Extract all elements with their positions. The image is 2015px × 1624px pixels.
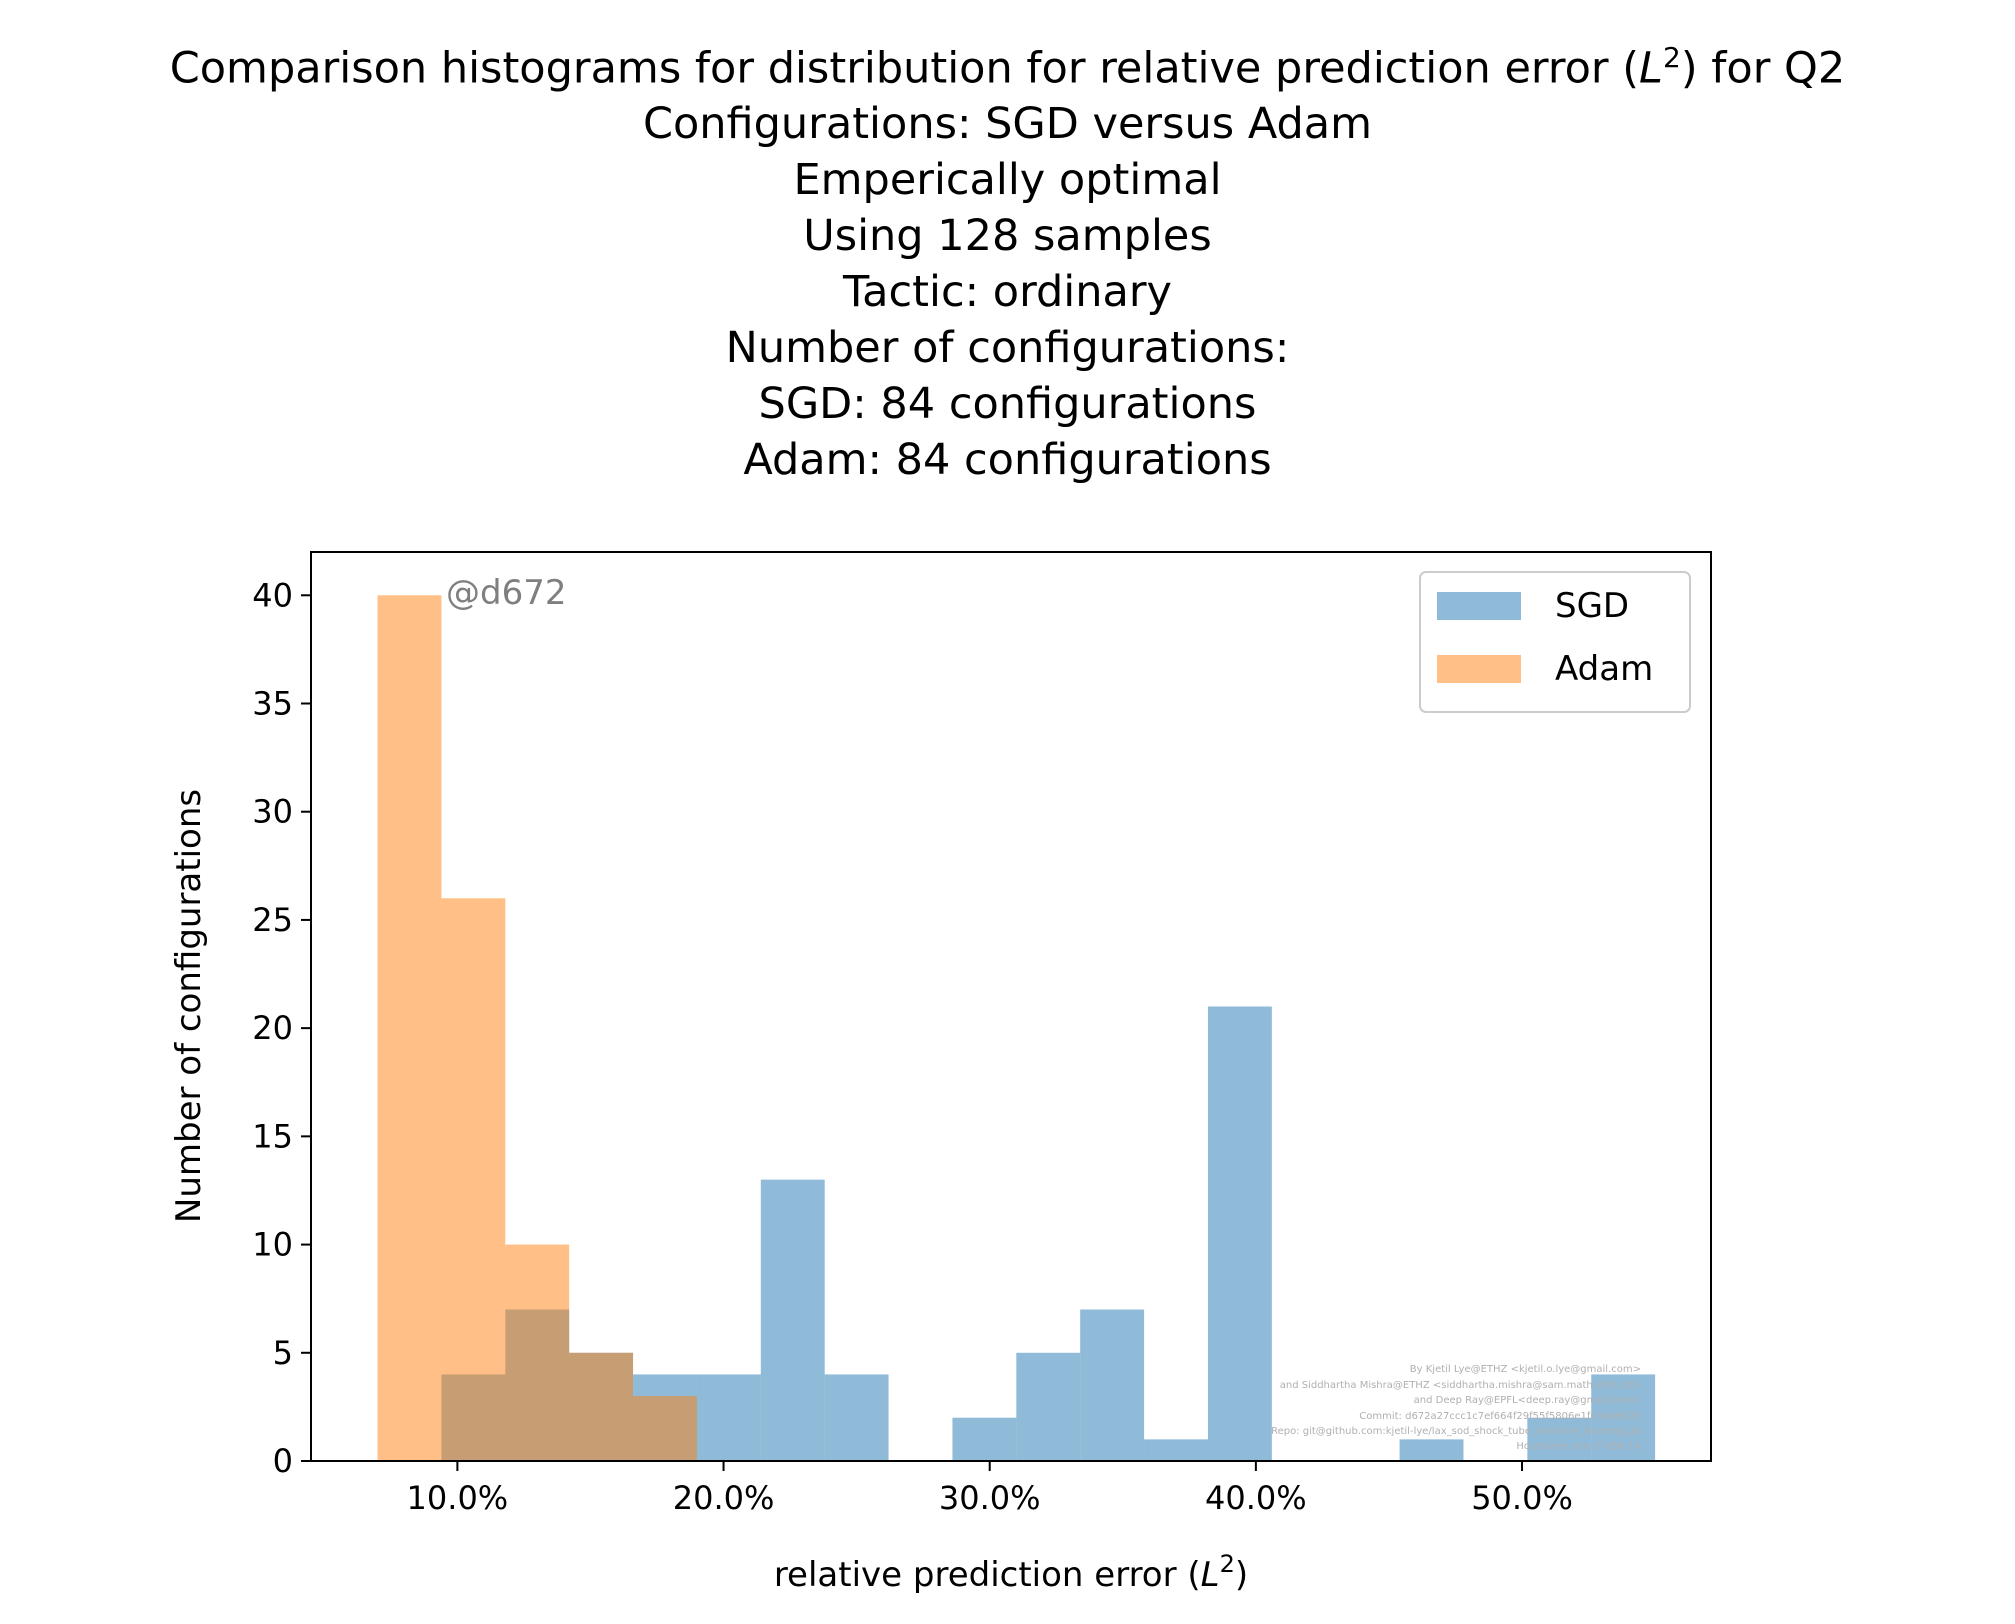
histogram-bar-adam	[441, 898, 506, 1461]
credits-annotation: By Kjetil Lye@ETHZ <kjetil.o.lye@gmail.c…	[1271, 1364, 1641, 1452]
histogram-bar-adam	[505, 1244, 570, 1461]
x-axis-label: relative prediction error (L2)	[774, 1550, 1248, 1595]
histogram-bar-sgd	[696, 1374, 761, 1461]
title-line-5: Tactic: ordinary	[843, 267, 1172, 318]
credit-line: By Kjetil Lye@ETHZ <kjetil.o.lye@gmail.c…	[1410, 1364, 1641, 1375]
histogram-bar-sgd	[1399, 1439, 1464, 1461]
bars-layer	[377, 595, 1656, 1461]
title-line-8: Adam: 84 configurations	[743, 435, 1272, 486]
y-tick-label: 5	[273, 1334, 293, 1372]
title-line-3: Emperically optimal	[793, 155, 1222, 206]
legend: SGD Adam	[1419, 571, 1691, 713]
histogram-bar-adam	[633, 1396, 697, 1461]
y-tick-label: 25	[252, 901, 293, 939]
title-line-2: Configurations: SGD versus Adam	[642, 99, 1373, 150]
histogram-bar-sgd	[1527, 1417, 1592, 1461]
credit-line: Hostname: eu-c7-056-14	[1516, 1441, 1641, 1452]
y-tick-label: 35	[252, 685, 293, 723]
plot-frame	[310, 551, 1712, 1462]
histogram-bar-sgd	[824, 1374, 889, 1461]
chart-title: Comparison histograms for distribution f…	[0, 30, 2015, 488]
histogram-bar-sgd	[1207, 1006, 1272, 1461]
legend-swatch-sgd	[1437, 592, 1521, 620]
y-tick-label: 40	[252, 576, 293, 614]
y-axis-ticks: 0 5 10 15 20 25 30 35 40	[252, 576, 311, 1480]
x-tick-label: 10.0%	[407, 1479, 509, 1517]
histogram-bar-adam	[569, 1352, 634, 1461]
title-line-6: Number of configurations:	[725, 323, 1290, 374]
credit-line: Commit: d672a27ccc1c7ef664f29f55f5806e1f…	[1359, 1411, 1641, 1422]
x-tick-label: 20.0%	[673, 1479, 775, 1517]
title-line-7: SGD: 84 configurations	[758, 379, 1257, 430]
histogram-bar-sgd	[1144, 1439, 1208, 1461]
tag-annotation: @d672	[446, 573, 566, 613]
credit-line: and Siddhartha Mishra@ETHZ <siddhartha.m…	[1280, 1380, 1641, 1391]
y-tick-label: 0	[273, 1442, 293, 1480]
x-tick-label: 40.0%	[1205, 1479, 1307, 1517]
legend-label-adam: Adam	[1555, 649, 1653, 689]
legend-swatch-adam	[1437, 655, 1521, 683]
histogram-bar-sgd	[952, 1417, 1017, 1461]
histogram-bar-sgd	[760, 1179, 825, 1461]
x-tick-label: 50.0%	[1471, 1479, 1573, 1517]
y-tick-label: 15	[252, 1117, 293, 1155]
histogram-bar-sgd	[1016, 1352, 1081, 1461]
y-tick-label: 20	[252, 1009, 293, 1047]
y-axis-label: Number of configurations	[169, 789, 209, 1223]
histogram-bar-adam	[377, 595, 442, 1461]
x-tick-label: 30.0%	[939, 1479, 1041, 1517]
title-line-4: Using 128 samples	[803, 211, 1212, 262]
credit-line: Repo: git@github.com:kjetil-lye/lax_sod_…	[1271, 1426, 1641, 1437]
y-tick-label: 10	[252, 1226, 293, 1264]
y-tick-label: 30	[252, 793, 293, 831]
x-axis-ticks: 10.0% 20.0% 30.0% 40.0% 50.0%	[407, 1461, 1573, 1517]
credit-line: and Deep Ray@EPFL<deep.ray@gmail.com>	[1414, 1395, 1641, 1406]
legend-label-sgd: SGD	[1555, 586, 1629, 626]
histogram-bar-sgd	[1080, 1309, 1145, 1461]
histogram-bar-sgd	[1591, 1374, 1656, 1461]
title-line-1: Comparison histograms for distribution f…	[169, 41, 1846, 94]
